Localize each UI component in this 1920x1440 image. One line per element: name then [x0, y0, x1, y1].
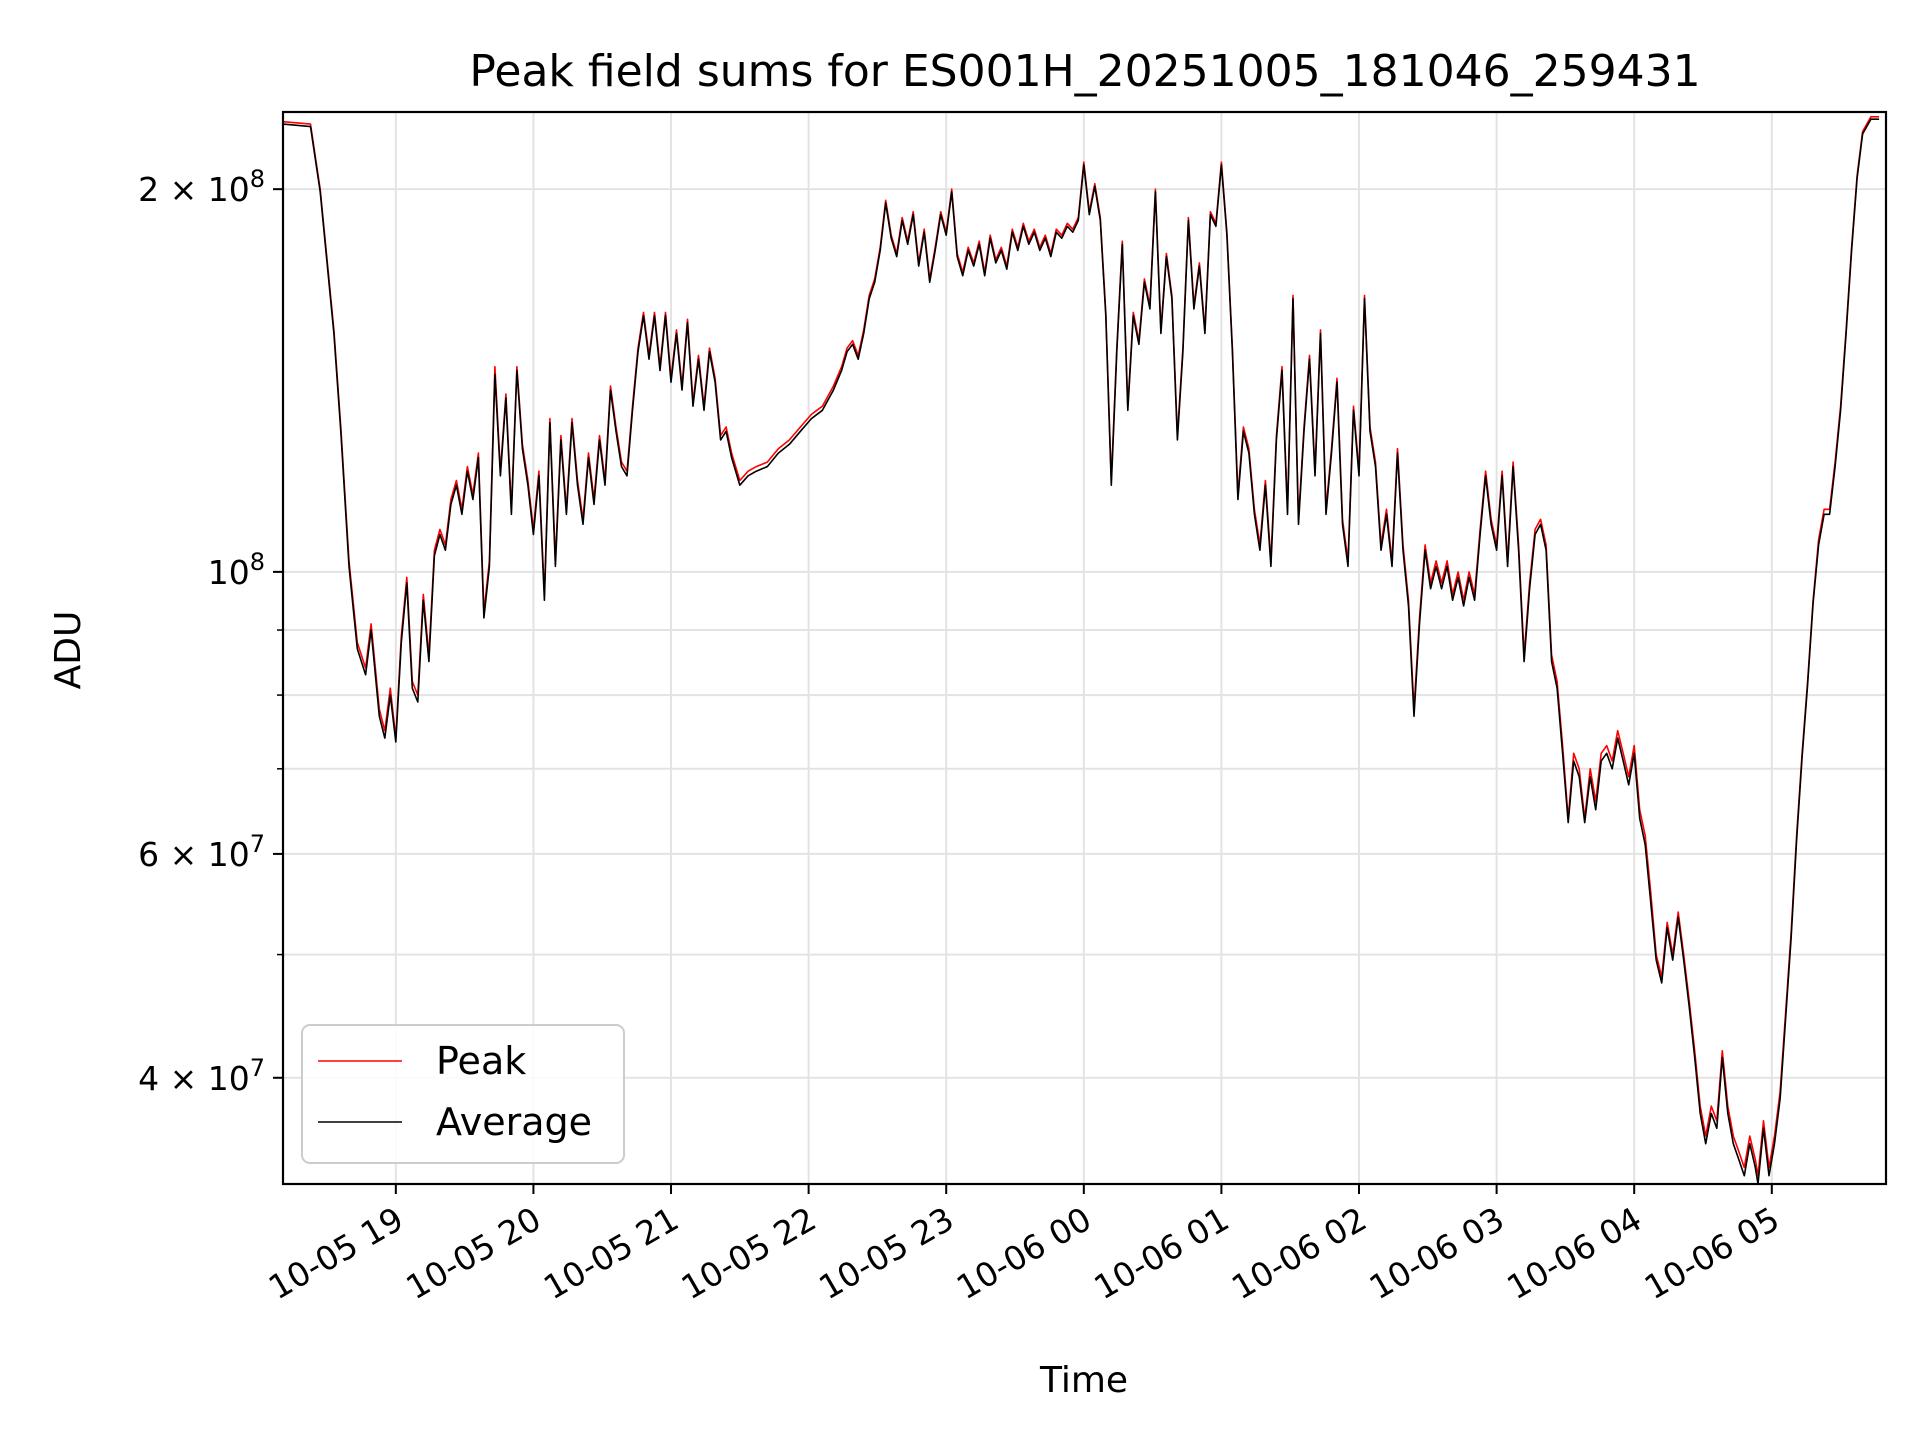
series-average-line — [283, 118, 1880, 1184]
y-axis-ticks: 4 × 107 6 × 107 108 2 × 108 — [138, 165, 283, 1098]
y-axis-label: ADU — [48, 611, 89, 690]
y-tick-label: 108 — [208, 548, 265, 592]
y-tick-label: 2 × 108 — [138, 165, 265, 209]
legend-peak-label: Peak — [436, 1039, 526, 1083]
grid — [283, 112, 1886, 1184]
x-axis-label: Time — [1039, 1360, 1128, 1401]
legend-average-label: Average — [436, 1100, 592, 1144]
legend-box — [301, 1024, 625, 1164]
legend: Peak Average — [301, 1024, 625, 1164]
y-tick-label: 4 × 107 — [138, 1054, 265, 1098]
series-layer — [283, 116, 1880, 1184]
y-tick-label: 6 × 107 — [138, 830, 265, 874]
chart-title: Peak field sums for ES001H_20251005_1810… — [469, 46, 1700, 97]
